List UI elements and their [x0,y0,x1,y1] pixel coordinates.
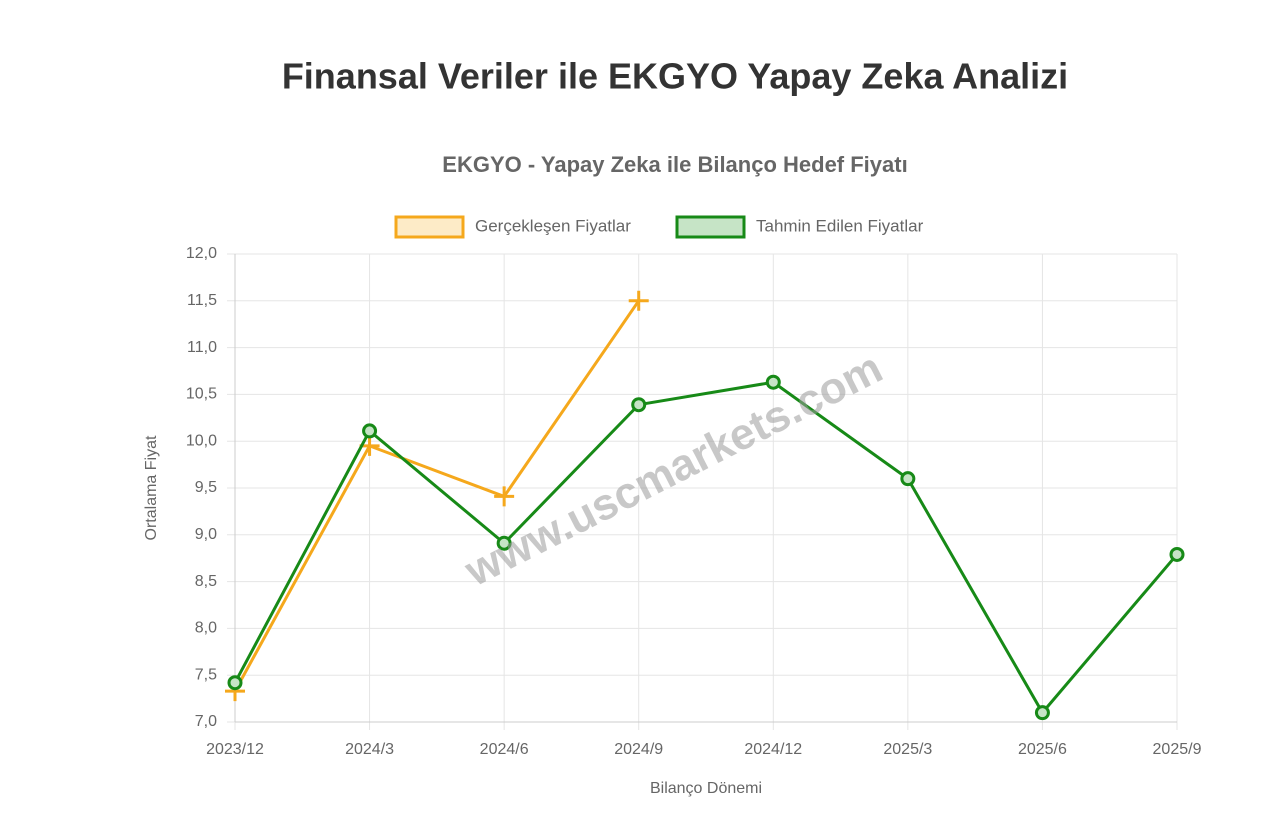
x-tick-label: 2023/12 [206,741,264,758]
series-line [233,299,640,692]
legend-swatch [675,215,746,239]
point-marker [1034,705,1050,721]
point-marker [631,397,647,413]
x-tick-label: 2024/3 [345,741,394,758]
point-marker [900,471,916,487]
y-tick-label: 7,0 [195,713,217,730]
x-tick-label: 2025/9 [1153,741,1202,758]
y-tick-label: 11,5 [187,292,217,309]
y-tick-label: 8,0 [195,620,217,637]
point-marker [628,290,649,311]
y-tick-label: 12,0 [186,245,217,262]
y-tick-label: 10,5 [186,386,217,403]
y-tick-label: 9,0 [195,526,217,543]
y-tick-label: 7,5 [195,666,217,683]
x-tick-label: 2024/12 [744,741,802,758]
point-marker [494,486,515,507]
chart-title: EKGYO - Yapay Zeka ile Bilanço Hedef Fiy… [442,152,907,177]
page-title: Finansal Veriler ile EKGYO Yapay Zeka An… [282,56,1068,97]
legend-swatch [394,215,465,239]
series-line [233,380,1179,715]
point-marker [1169,546,1185,562]
legend-label: Gerçekleşen Fiyatlar [475,216,631,235]
x-tick-label: 2025/6 [1018,741,1067,758]
y-tick-label: 11,0 [187,339,217,356]
y-tick-label: 8,5 [195,573,217,590]
x-tick-label: 2025/3 [883,741,932,758]
point-marker [496,535,512,551]
point-marker [227,675,243,691]
point-marker [362,423,378,439]
y-tick-label: 9,5 [195,479,217,496]
y-axis-title: Ortalama Fiyat [143,435,160,540]
plot [225,290,1185,721]
x-axis-title: Bilanço Dönemi [650,780,762,797]
grid [227,253,1178,730]
y-tick-label: 10,0 [186,432,217,449]
point-marker [765,374,781,390]
x-tick-label: 2024/6 [480,741,529,758]
x-tick-label: 2024/9 [614,741,663,758]
legend-label: Tahmin Edilen Fiyatlar [756,216,924,235]
